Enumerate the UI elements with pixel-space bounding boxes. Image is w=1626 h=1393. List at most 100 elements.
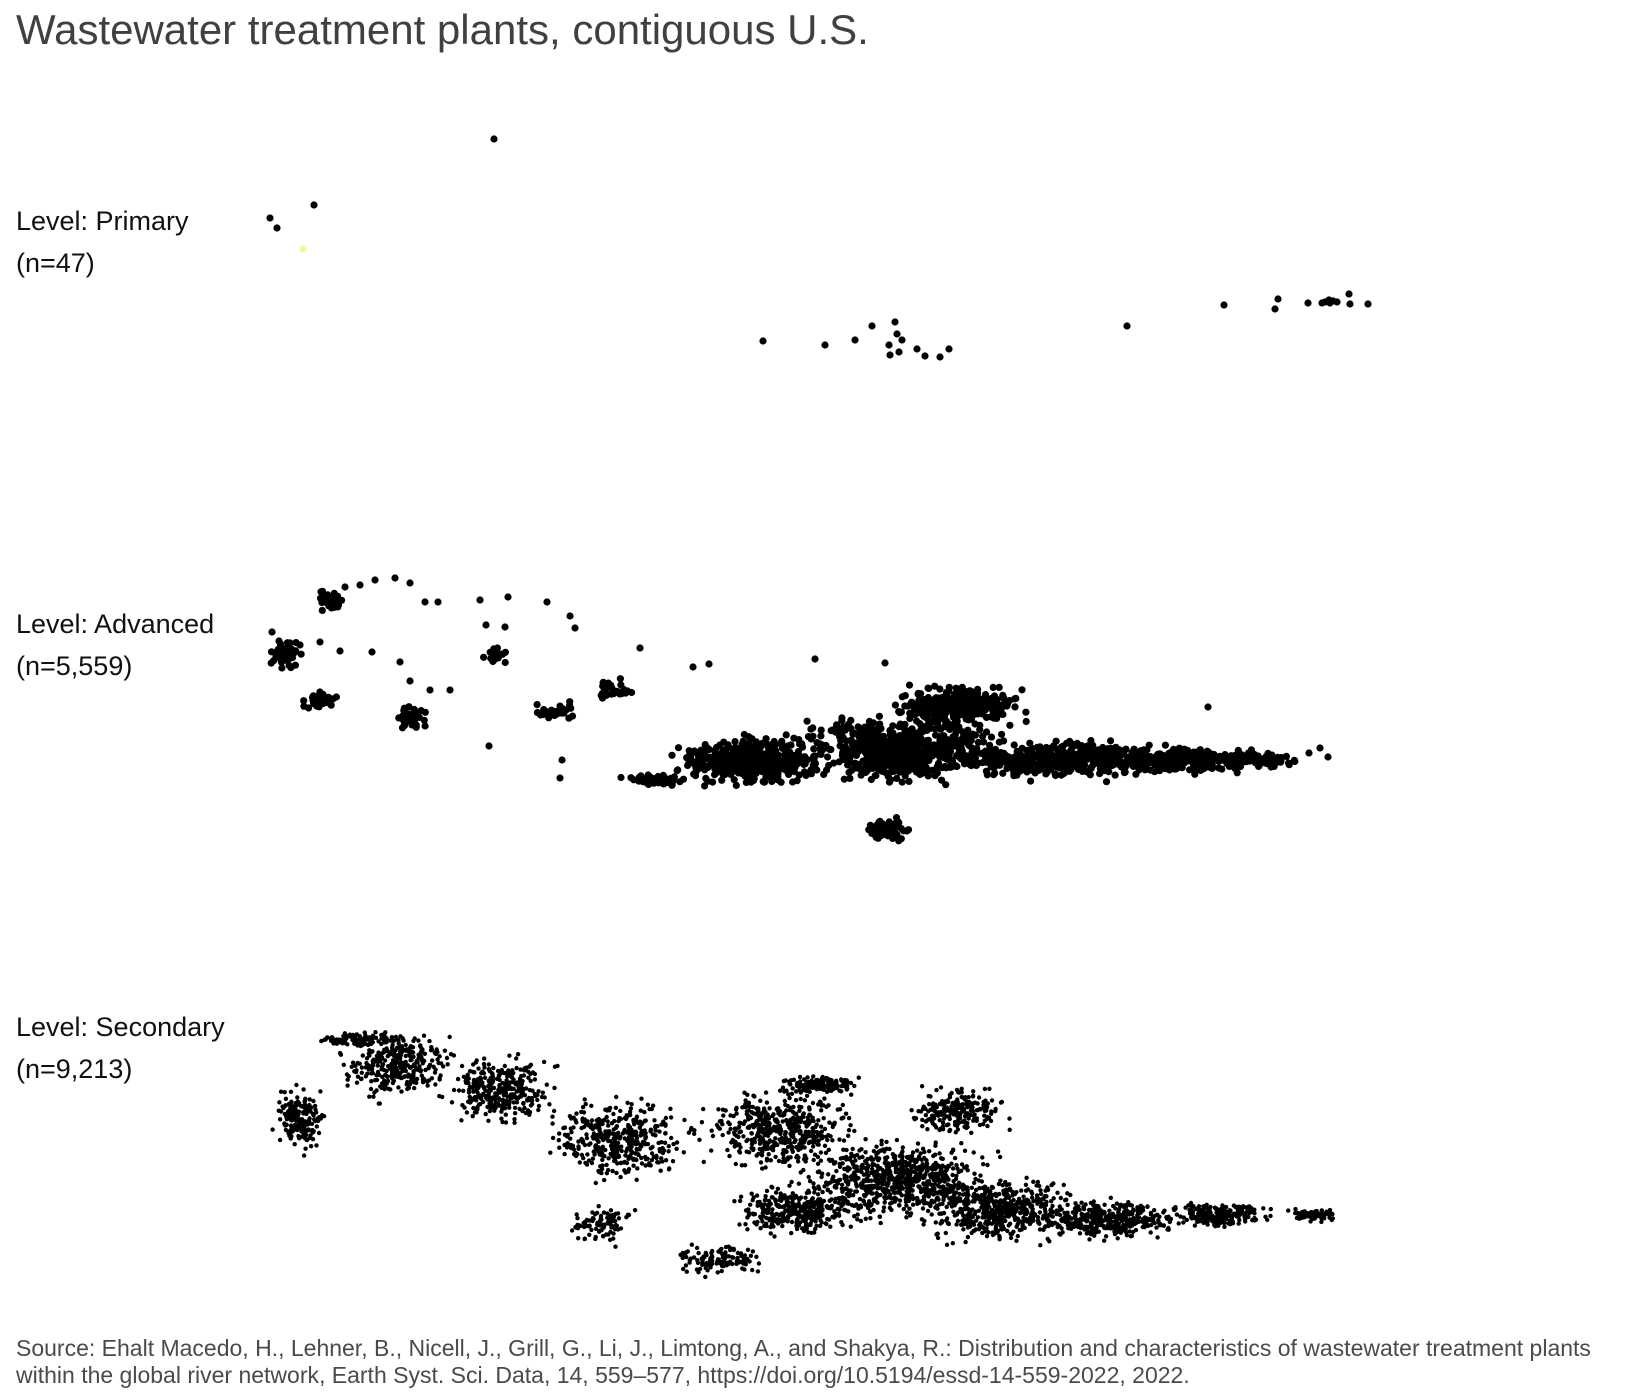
plant-point (276, 640, 284, 648)
plant-point (957, 744, 965, 752)
plant-point (925, 1208, 931, 1214)
plant-point (826, 1157, 832, 1162)
plant-point (398, 724, 407, 732)
plant-point (725, 764, 733, 772)
plant-point (548, 1150, 553, 1155)
plant-point (793, 1098, 799, 1103)
plant-point (367, 1094, 372, 1099)
panel-label-primary: Level: Primary (n=47) (16, 200, 189, 284)
plant-point (338, 1052, 344, 1057)
plant-point (901, 731, 909, 739)
plant-point (727, 752, 735, 760)
plant-point (589, 1103, 594, 1109)
plant-point (876, 1193, 881, 1198)
plant-point (810, 756, 818, 764)
plant-point (868, 829, 876, 838)
plant-point (584, 1135, 590, 1141)
plant-point (682, 1117, 687, 1123)
plant-point (517, 1094, 523, 1099)
plant-point (997, 1154, 1003, 1160)
plant-point (910, 705, 919, 713)
plant-point (631, 1163, 636, 1168)
plant-point (980, 738, 988, 746)
plant-point (402, 710, 410, 719)
plant-point (1027, 777, 1035, 785)
plant-point (308, 693, 317, 702)
plant-point (971, 1150, 976, 1155)
plant-point (743, 1098, 748, 1103)
plant-point (504, 1098, 509, 1104)
plant-point (513, 1095, 519, 1100)
plant-point (666, 1144, 671, 1149)
plant-point (1079, 759, 1088, 767)
plant-point (716, 1107, 721, 1112)
plant-point (317, 588, 325, 596)
plant-point (798, 756, 806, 765)
plant-point (891, 1177, 896, 1182)
plant-point (614, 1148, 619, 1154)
plant-point (782, 766, 790, 775)
plant-point (924, 694, 932, 702)
plant-point (289, 1125, 294, 1130)
plant-point (669, 1135, 674, 1141)
plant-point (356, 581, 364, 589)
plant-point (487, 1108, 493, 1114)
plant-point (891, 701, 900, 709)
plant-point (407, 1048, 412, 1053)
plant-point (701, 1106, 706, 1112)
plant-point (767, 1106, 772, 1111)
plant-point (486, 1062, 491, 1067)
plant-point (606, 1156, 611, 1161)
plant-point (732, 781, 740, 790)
plant-point (359, 1065, 365, 1070)
plant-point (576, 1146, 581, 1152)
plant-point (588, 1141, 593, 1146)
plant-point (925, 1167, 931, 1173)
plant-point (613, 1158, 618, 1164)
plant-point (638, 1144, 643, 1149)
plant-point (499, 1116, 504, 1121)
plant-point (805, 1118, 810, 1124)
plant-point (350, 1060, 356, 1065)
plant-point (550, 1114, 555, 1119)
plant-point (585, 1152, 590, 1157)
plant-point (594, 1118, 599, 1123)
plant-point (901, 1206, 906, 1212)
plant-point (854, 760, 862, 769)
plant-point (1086, 771, 1094, 779)
plant-point (556, 702, 564, 710)
plant-point (598, 1135, 603, 1140)
plant-point (881, 1205, 887, 1210)
plant-point (623, 1170, 628, 1175)
plant-point (954, 1163, 959, 1168)
plant-point (933, 769, 942, 777)
plant-point (1346, 300, 1354, 308)
plant-point (962, 690, 971, 698)
plant-point (432, 1050, 437, 1055)
plant-point (950, 1166, 956, 1171)
plant-point (774, 769, 782, 777)
plant-point (851, 336, 859, 344)
plant-point (354, 1080, 360, 1085)
plant-point (726, 1130, 731, 1135)
plant-point (455, 1076, 461, 1082)
plant-point (593, 1180, 598, 1186)
plant-point (881, 1147, 886, 1152)
plant-point (1161, 741, 1169, 749)
plant-point (294, 1082, 299, 1088)
plant-point (782, 731, 790, 739)
plant-point (577, 1160, 582, 1165)
plant-point (815, 1154, 821, 1160)
plant-point (969, 1185, 974, 1191)
plant-point (499, 1109, 504, 1114)
plant-point (528, 1103, 534, 1108)
plant-point (783, 1130, 788, 1135)
plant-point (879, 1142, 884, 1147)
plant-point (643, 1136, 648, 1141)
plant-point (959, 1168, 964, 1174)
plant-point (349, 1064, 354, 1070)
plant-point (644, 771, 652, 779)
chart-title: Wastewater treatment plants, contiguous … (16, 6, 869, 53)
plant-point (807, 1139, 813, 1145)
plant-point (385, 1074, 390, 1080)
